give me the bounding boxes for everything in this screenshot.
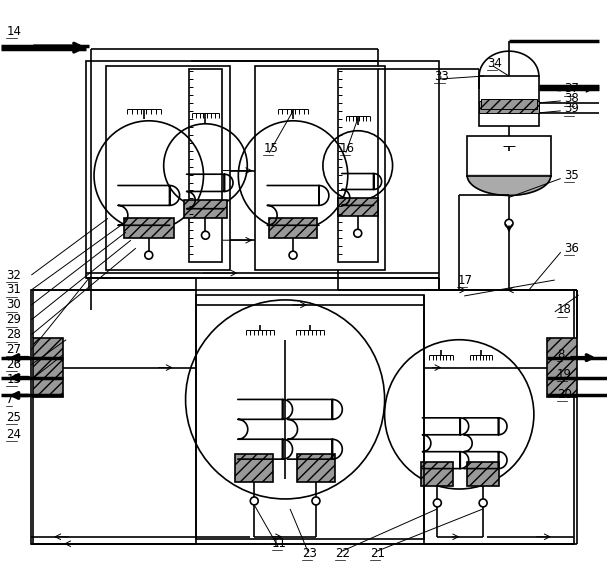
- Bar: [33, 338, 63, 397]
- Bar: [338, 69, 378, 262]
- Bar: [479, 76, 539, 126]
- Bar: [297, 454, 335, 482]
- Bar: [106, 66, 230, 270]
- Text: 27: 27: [7, 343, 21, 356]
- Bar: [124, 218, 174, 238]
- Bar: [467, 136, 551, 176]
- Text: 18: 18: [557, 303, 572, 316]
- Text: 7: 7: [7, 393, 14, 406]
- Text: 22: 22: [335, 547, 350, 560]
- Text: 8: 8: [557, 348, 564, 361]
- Bar: [421, 462, 454, 486]
- Bar: [481, 99, 537, 109]
- Text: 38: 38: [564, 92, 578, 105]
- Bar: [547, 338, 576, 397]
- Text: 15: 15: [263, 142, 278, 155]
- Bar: [255, 66, 385, 270]
- Text: 29: 29: [7, 314, 21, 327]
- Text: 25: 25: [7, 411, 21, 424]
- Polygon shape: [467, 176, 551, 196]
- Text: 28: 28: [7, 328, 21, 341]
- Bar: [32, 290, 574, 544]
- Bar: [196, 295, 424, 539]
- Text: 21: 21: [370, 547, 385, 560]
- Text: 39: 39: [564, 103, 579, 115]
- Bar: [479, 101, 539, 113]
- Bar: [188, 69, 223, 262]
- Bar: [184, 201, 227, 218]
- Text: 20: 20: [557, 388, 572, 401]
- Bar: [338, 198, 378, 217]
- Bar: [235, 454, 273, 482]
- Text: 23: 23: [302, 547, 317, 560]
- Text: 30: 30: [7, 299, 21, 311]
- Bar: [86, 61, 440, 278]
- Text: 31: 31: [7, 283, 21, 296]
- Text: 26: 26: [7, 358, 21, 371]
- Text: 33: 33: [434, 70, 449, 83]
- Bar: [467, 462, 499, 486]
- Text: 19: 19: [557, 368, 572, 381]
- Text: 17: 17: [457, 274, 472, 287]
- Text: 32: 32: [7, 268, 21, 282]
- Text: 37: 37: [564, 83, 579, 95]
- Text: 13: 13: [7, 373, 21, 386]
- Text: 35: 35: [564, 169, 578, 182]
- Text: 36: 36: [564, 242, 579, 255]
- Bar: [269, 218, 317, 238]
- Text: 14: 14: [7, 25, 21, 38]
- Text: 16: 16: [340, 142, 355, 155]
- Text: 11: 11: [272, 538, 287, 550]
- Text: 34: 34: [487, 56, 502, 70]
- Text: 24: 24: [7, 428, 21, 441]
